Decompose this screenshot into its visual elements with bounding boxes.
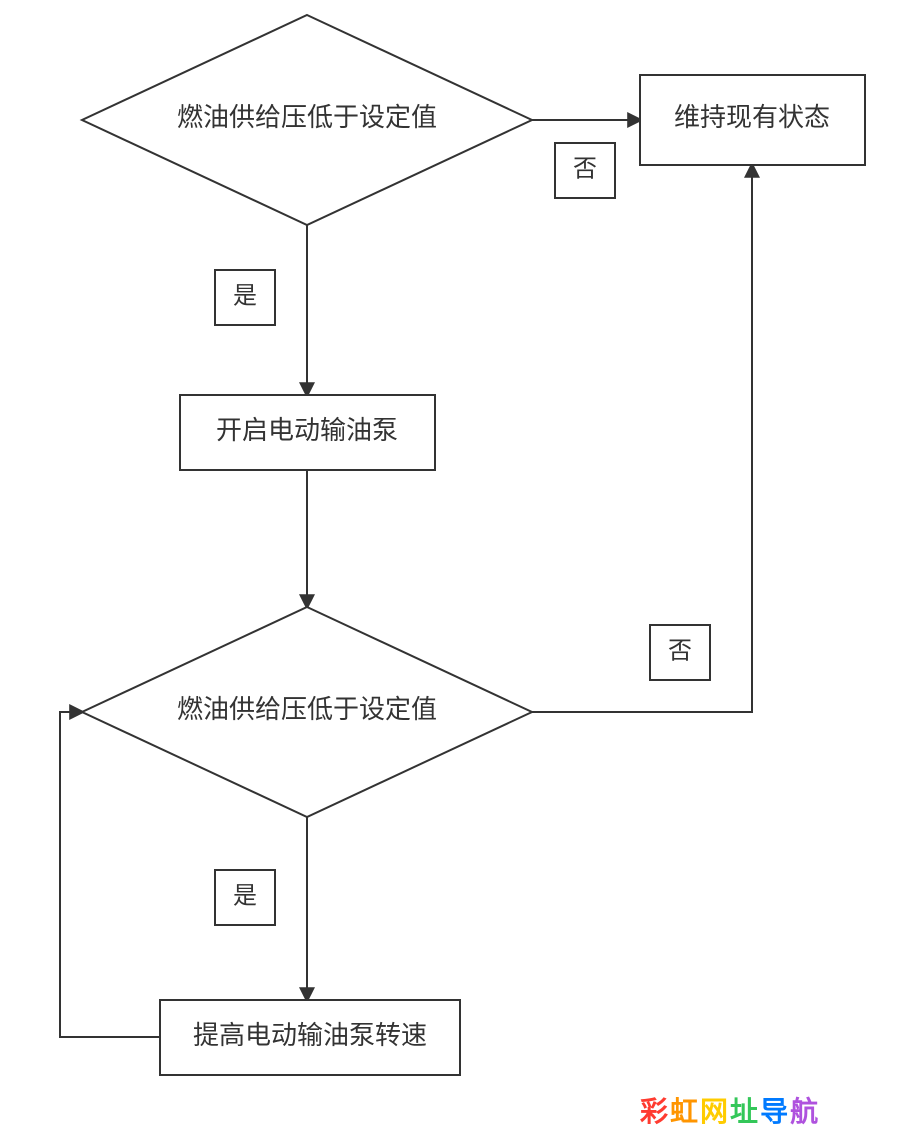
label-no-1: 否 [555, 143, 615, 198]
decision-1-label: 燃油供给压低于设定值 [177, 103, 437, 132]
process-node-3: 维持现有状态 [640, 75, 865, 165]
process-2-label: 提高电动输油泵转速 [193, 1021, 427, 1050]
decision-2-label: 燃油供给压低于设定值 [177, 695, 437, 724]
label-no-2: 否 [650, 625, 710, 680]
label-no-2-text: 否 [668, 639, 692, 665]
process-node-2: 提高电动输油泵转速 [160, 1000, 460, 1075]
edge-p2-d2 [60, 712, 160, 1037]
edge-d2-p3 [532, 165, 752, 712]
label-yes-2-text: 是 [233, 884, 257, 910]
label-yes-2: 是 [215, 870, 275, 925]
edges-group [60, 120, 752, 1037]
decision-node-1: 燃油供给压低于设定值 [82, 15, 532, 225]
label-no-1-text: 否 [573, 157, 597, 183]
process-node-1: 开启电动输油泵 [180, 395, 435, 470]
label-yes-1: 是 [215, 270, 275, 325]
decision-node-2: 燃油供给压低于设定值 [82, 607, 532, 817]
process-1-label: 开启电动输油泵 [216, 416, 398, 445]
label-yes-1-text: 是 [233, 284, 257, 310]
process-3-label: 维持现有状态 [674, 103, 830, 132]
watermark-text: 彩虹网址导航 [640, 1090, 820, 1130]
